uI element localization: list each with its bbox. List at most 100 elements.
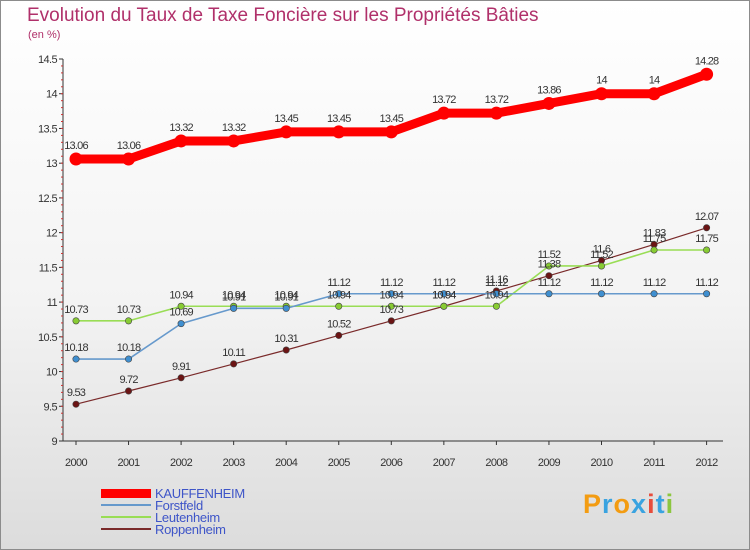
data-label-leutenheim: 11.75 <box>695 233 718 245</box>
data-point-kauffenheim <box>437 106 451 120</box>
y-tick-label: 14.5 <box>38 54 57 66</box>
data-point-forstfeld <box>703 290 711 298</box>
data-point-forstfeld <box>125 355 133 363</box>
data-label-kauffenheim: 14 <box>596 75 607 87</box>
data-point-forstfeld <box>387 290 395 298</box>
data-point-kauffenheim <box>700 67 714 81</box>
data-label-kauffenheim: 14 <box>649 75 660 87</box>
data-point-kauffenheim <box>122 152 136 166</box>
data-point-leutenheim <box>597 262 605 270</box>
data-point-forstfeld <box>545 290 553 298</box>
data-label-kauffenheim: 13.32 <box>169 122 193 134</box>
data-label-kauffenheim: 13.72 <box>432 94 456 106</box>
proxiti-logo: Proxiti <box>583 489 674 520</box>
chart-title: Evolution du Taux de Taxe Foncière sur l… <box>27 5 539 26</box>
data-label-kauffenheim: 13.45 <box>380 113 404 125</box>
data-point-kauffenheim <box>542 96 556 110</box>
data-point-forstfeld <box>72 355 80 363</box>
data-label-kauffenheim: 14.28 <box>695 55 719 67</box>
data-point-forstfeld <box>440 290 448 298</box>
data-label-forstfeld: 11.12 <box>432 277 455 289</box>
data-label-forstfeld: 10.69 <box>169 307 193 319</box>
legend-label-roppenheim: Roppenheim <box>155 522 226 537</box>
data-point-leutenheim <box>492 302 500 310</box>
data-label-roppenheim: 9.91 <box>172 361 191 373</box>
data-point-leutenheim <box>545 262 553 270</box>
data-label-leutenheim: 10.73 <box>117 304 141 316</box>
legend-swatch-kauffenheim <box>101 488 151 498</box>
data-point-kauffenheim <box>279 125 293 139</box>
data-label-forstfeld: 11.12 <box>695 277 718 289</box>
data-label-kauffenheim: 13.86 <box>537 84 561 96</box>
logo-letter: i <box>647 489 656 519</box>
data-point-roppenheim <box>230 360 238 368</box>
data-label-roppenheim: 10.11 <box>222 347 245 359</box>
data-label-roppenheim: 10.73 <box>380 304 404 316</box>
data-point-leutenheim <box>72 317 80 325</box>
data-label-forstfeld: 10.18 <box>64 342 88 354</box>
y-tick-label: 10.5 <box>38 332 57 344</box>
data-label-roppenheim: 10.94 <box>432 289 456 301</box>
data-label-leutenheim: 10.94 <box>380 289 404 301</box>
data-label-kauffenheim: 13.45 <box>327 113 351 125</box>
data-point-leutenheim <box>703 246 711 254</box>
data-point-leutenheim <box>125 317 133 325</box>
legend-swatch-forstfeld <box>101 504 151 506</box>
data-label-forstfeld: 10.91 <box>222 291 246 303</box>
data-label-roppenheim: 11.38 <box>538 259 561 271</box>
data-point-roppenheim <box>125 387 133 395</box>
y-tick-label: 11.5 <box>39 262 58 274</box>
legend-label-leutenheim: Leutenheim <box>155 510 220 525</box>
data-label-leutenheim: 10.94 <box>274 289 298 301</box>
data-point-roppenheim <box>387 317 395 325</box>
legend-label-kauffenheim: KAUFFENHEIM <box>155 486 245 501</box>
data-point-leutenheim <box>387 302 395 310</box>
y-tick-label: 13.5 <box>38 123 57 135</box>
data-label-leutenheim: 10.94 <box>432 289 456 301</box>
data-point-leutenheim <box>335 302 343 310</box>
data-label-forstfeld: 11.12 <box>485 277 508 289</box>
y-tick-label: 9.5 <box>44 401 58 413</box>
data-label-leutenheim: 11.52 <box>538 249 561 261</box>
data-label-leutenheim: 10.94 <box>485 289 509 301</box>
data-label-leutenheim: 10.94 <box>327 289 351 301</box>
data-point-leutenheim <box>440 302 448 310</box>
data-label-kauffenheim: 13.72 <box>485 94 509 106</box>
data-point-roppenheim <box>335 331 343 339</box>
data-label-roppenheim: 9.53 <box>67 387 86 399</box>
legend-label-forstfeld: Forstfeld <box>155 498 203 513</box>
x-tick-label: 2011 <box>643 457 665 469</box>
data-point-roppenheim <box>545 272 553 280</box>
x-tick-label: 2008 <box>485 457 508 469</box>
data-point-roppenheim <box>72 400 80 408</box>
data-label-leutenheim: 10.73 <box>64 304 88 316</box>
data-label-leutenheim: 10.94 <box>169 289 193 301</box>
x-tick-label: 2007 <box>433 457 456 469</box>
chart-series <box>69 67 714 408</box>
logo-letter: o <box>613 489 632 519</box>
data-label-roppenheim: 10.31 <box>274 333 298 345</box>
data-point-kauffenheim <box>174 134 188 148</box>
data-label-forstfeld: 11.12 <box>380 277 403 289</box>
logo-letter: P <box>583 489 603 519</box>
logo-letter: r <box>602 489 614 519</box>
x-tick-label: 2000 <box>65 457 88 469</box>
data-point-forstfeld <box>492 290 500 298</box>
data-point-roppenheim <box>703 224 711 232</box>
x-tick-label: 2002 <box>170 457 193 469</box>
y-tick-label: 9 <box>51 436 57 448</box>
data-label-kauffenheim: 13.32 <box>222 122 246 134</box>
data-label-roppenheim: 11.6 <box>593 243 611 255</box>
data-point-roppenheim <box>177 374 185 382</box>
data-point-forstfeld <box>282 304 290 312</box>
x-tick-label: 2005 <box>328 457 351 469</box>
x-tick-label: 2009 <box>538 457 561 469</box>
chart-axes: 9 9.5 10 10.5 11 11.5 12 12.5 13 13.5 14 14.5 2000 20… <box>38 54 723 469</box>
data-point-forstfeld <box>230 304 238 312</box>
data-label-forstfeld: 11.12 <box>327 277 350 289</box>
legend-swatch-leutenheim <box>101 516 151 518</box>
x-tick-label: 2001 <box>118 457 141 469</box>
data-label-forstfeld: 11.12 <box>643 277 666 289</box>
